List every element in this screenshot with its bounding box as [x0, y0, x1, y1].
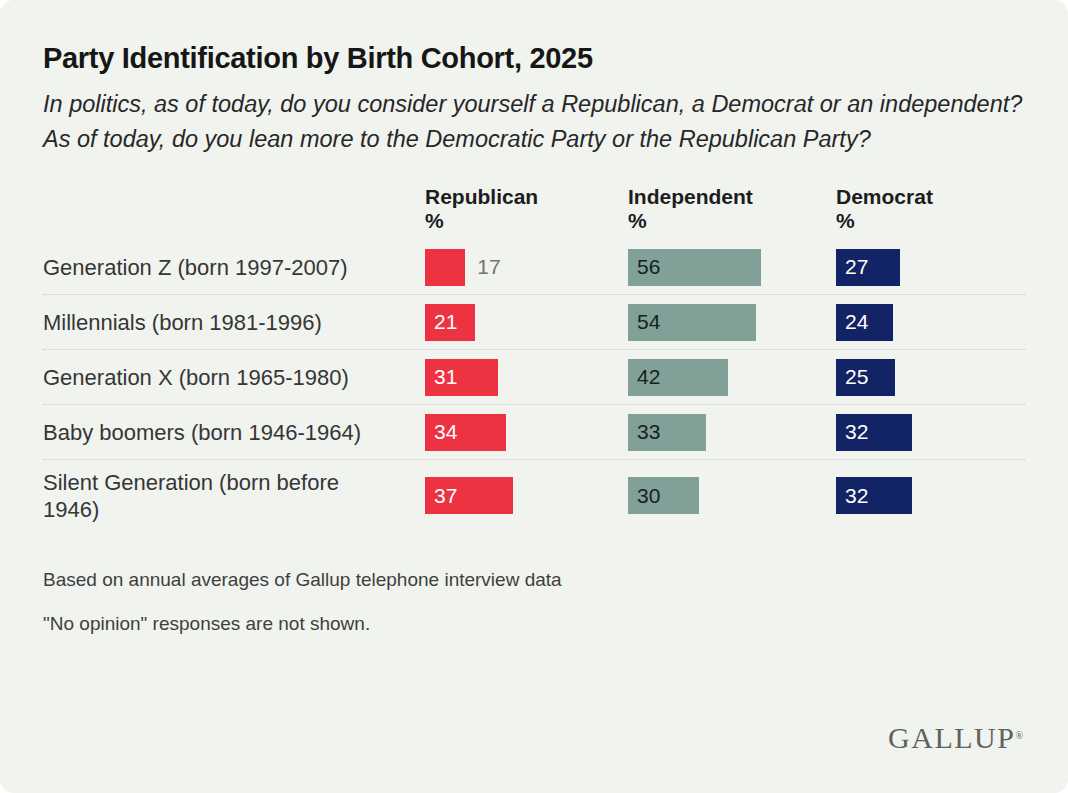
category-label: Generation X (born 1965-1980)	[43, 364, 425, 391]
registered-mark-icon: ®	[1015, 730, 1023, 741]
footnote-source: Based on annual averages of Gallup telep…	[43, 569, 1025, 591]
bar-chart: Republican%Independent%Democrat% Generat…	[43, 185, 1025, 531]
democrat-bar: 32	[836, 477, 912, 514]
bar-value-label: 27	[836, 255, 868, 279]
survey-questions: In politics, as of today, do you conside…	[43, 87, 1025, 157]
chart-rows: Generation Z (born 1997-2007) 17 56 27 Mille…	[43, 240, 1025, 531]
democrat-bar-cell: 32	[836, 414, 1025, 451]
column-header-unit: %	[628, 209, 836, 233]
bar-value-label: 54	[628, 310, 660, 334]
bar-value-label: 25	[836, 365, 868, 389]
republican-bar: 37	[425, 477, 513, 514]
democrat-bar: 24	[836, 304, 893, 341]
republican-bar: 21	[425, 304, 475, 341]
independent-bar: 30	[628, 477, 699, 514]
republican-bar-cell: 21	[425, 304, 628, 341]
chart-row: Generation X (born 1965-1980)31 42 25	[43, 350, 1025, 405]
democrat-bar: 27	[836, 249, 900, 286]
column-header-name: Republican	[425, 185, 628, 209]
bar-value-label: 32	[836, 420, 868, 444]
democrat-bar-cell: 25	[836, 359, 1025, 396]
bar-value-label: 24	[836, 310, 868, 334]
independent-bar: 42	[628, 359, 728, 396]
category-label: Generation Z (born 1997-2007)	[43, 254, 425, 281]
column-header-unit: %	[836, 209, 1025, 233]
header-spacer	[43, 185, 425, 233]
independent-bar: 33	[628, 414, 706, 451]
bar-value-label: 21	[425, 310, 457, 334]
column-header-name: Democrat	[836, 185, 1025, 209]
column-header-republican: Republican%	[425, 185, 628, 233]
independent-bar: 56	[628, 249, 761, 286]
bar-value-label: 33	[628, 420, 660, 444]
chart-header-row: Republican%Independent%Democrat%	[43, 185, 1025, 233]
chart-row: Silent Generation (born before 1946)37 30…	[43, 460, 1025, 531]
chart-title: Party Identification by Birth Cohort, 20…	[43, 42, 1025, 75]
column-header-name: Independent	[628, 185, 836, 209]
republican-bar: 31	[425, 359, 498, 396]
democrat-bar-cell: 32	[836, 477, 1025, 514]
republican-bar-cell: 17	[425, 249, 628, 286]
independent-bar-cell: 42	[628, 359, 836, 396]
bar-value-label: 37	[425, 484, 457, 508]
republican-bar	[425, 249, 465, 286]
independent-bar-cell: 30	[628, 477, 836, 514]
category-label: Silent Generation (born before 1946)	[43, 469, 425, 523]
chart-row: Millennials (born 1981-1996)21 54 24	[43, 295, 1025, 350]
bar-value-label: 42	[628, 365, 660, 389]
gallup-logo-text: GALLUP	[888, 721, 1015, 754]
footnote-no-opinion: "No opinion" responses are not shown.	[43, 613, 1025, 635]
republican-bar-cell: 34	[425, 414, 628, 451]
gallup-logo: GALLUP®	[888, 721, 1023, 755]
column-header-independent: Independent%	[628, 185, 836, 233]
independent-bar: 54	[628, 304, 756, 341]
bar-value-label: 56	[628, 255, 660, 279]
bar-value-label: 34	[425, 420, 457, 444]
independent-bar-cell: 33	[628, 414, 836, 451]
republican-bar: 34	[425, 414, 506, 451]
footnotes: Based on annual averages of Gallup telep…	[43, 569, 1025, 635]
category-label: Millennials (born 1981-1996)	[43, 309, 425, 336]
bar-value-label: 30	[628, 484, 660, 508]
chart-row: Generation Z (born 1997-2007) 17 56 27	[43, 240, 1025, 295]
democrat-bar: 32	[836, 414, 912, 451]
bar-value-label: 32	[836, 484, 868, 508]
democrat-bar-cell: 27	[836, 249, 1025, 286]
column-header-unit: %	[425, 209, 628, 233]
category-label: Baby boomers (born 1946-1964)	[43, 419, 425, 446]
column-header-democrat: Democrat%	[836, 185, 1025, 233]
republican-bar-cell: 31	[425, 359, 628, 396]
chart-card: Party Identification by Birth Cohort, 20…	[0, 0, 1068, 793]
bar-value-label: 31	[425, 365, 457, 389]
survey-question-1: In politics, as of today, do you conside…	[43, 87, 1025, 122]
bar-value-label: 17	[465, 255, 500, 279]
republican-bar-cell: 37	[425, 477, 628, 514]
chart-row: Baby boomers (born 1946-1964)34 33 32	[43, 405, 1025, 460]
survey-question-2: As of today, do you lean more to the Dem…	[43, 122, 1025, 157]
independent-bar-cell: 54	[628, 304, 836, 341]
independent-bar-cell: 56	[628, 249, 836, 286]
democrat-bar: 25	[836, 359, 895, 396]
democrat-bar-cell: 24	[836, 304, 1025, 341]
